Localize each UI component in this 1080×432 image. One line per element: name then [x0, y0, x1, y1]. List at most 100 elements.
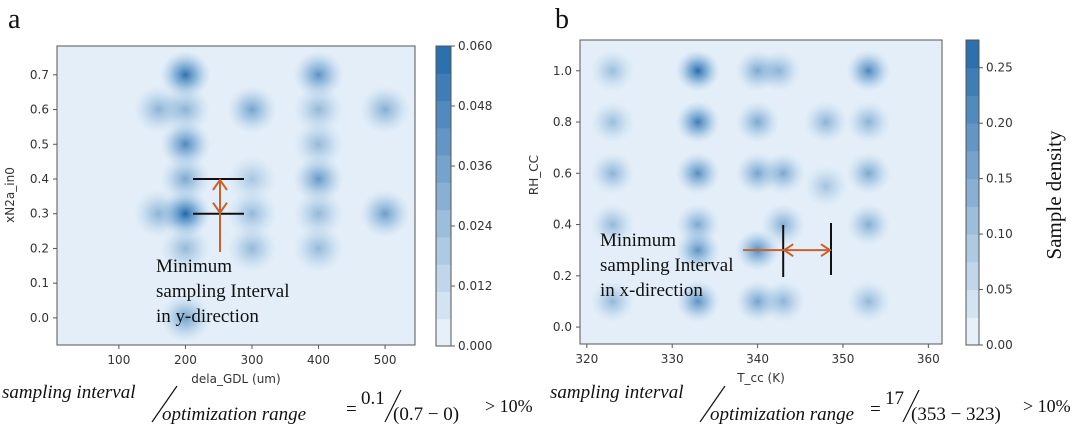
density-blob: [675, 280, 720, 323]
y-tick-label: 0.6: [30, 103, 49, 117]
formula-slash: [384, 389, 402, 423]
density-blob: [803, 165, 848, 208]
colorbar-level: [966, 150, 979, 180]
density-blob: [226, 155, 278, 204]
x-tick-label: 400: [307, 353, 330, 367]
formula-range: (353 − 323): [911, 404, 1001, 425]
density-blob: [735, 101, 780, 144]
colorbar-level: [966, 67, 979, 96]
formula-equals: =: [870, 399, 881, 420]
colorbar-tick-label: 0.25: [986, 61, 1013, 75]
density-blob: [846, 203, 891, 246]
density-blob: [590, 101, 635, 144]
colorbar-level: [966, 317, 979, 346]
formula-denominator: optimization range: [710, 404, 854, 425]
colorbar-level: [436, 46, 451, 74]
colorbar-level: [966, 261, 979, 291]
density-blob: [675, 229, 720, 272]
density-blob: [359, 189, 411, 238]
y-tick-label: 0.2: [553, 269, 572, 283]
formula-slash: [902, 389, 920, 423]
colorbar-level: [966, 123, 979, 152]
annotation-text: Minimum: [156, 256, 232, 277]
colorbar-label: Sample density: [1042, 130, 1066, 259]
arrow-head-left-icon: [782, 243, 794, 258]
colorbar-level: [966, 40, 979, 69]
colorbar-level: [436, 236, 451, 265]
colorbar-tick-label: 0.20: [986, 116, 1013, 130]
colorbar-tick-label: 0.024: [458, 219, 492, 233]
colorbar-level: [436, 155, 451, 183]
panel-label: a: [8, 4, 21, 35]
y-tick-label: 0.4: [30, 172, 49, 186]
y-tick-label: 0.0: [553, 320, 572, 334]
x-tick-label: 100: [107, 353, 130, 367]
density-blob: [675, 152, 720, 195]
plot-frame: [579, 39, 943, 345]
annotation-text: sampling Interval: [156, 281, 290, 302]
density-blob: [761, 280, 806, 323]
y-tick-label: 0.8: [553, 115, 572, 129]
x-tick-label: 350: [832, 352, 855, 366]
annotation-text: sampling Interval: [600, 255, 734, 276]
density-blob: [675, 101, 720, 144]
colorbar-tick-label: 0.00: [986, 338, 1013, 352]
density-blob: [590, 49, 635, 92]
colorbar-level: [436, 182, 451, 211]
y-axis-label: xN2a_in0: [3, 167, 17, 223]
density-blob: [590, 152, 635, 195]
density-blobs: [590, 49, 891, 323]
x-axis-label: T_cc (K): [736, 371, 785, 385]
colorbar-tick-label: 0.036: [458, 159, 492, 173]
colorbar-level: [436, 73, 451, 102]
colorbar-level: [436, 209, 451, 238]
density-blob: [756, 49, 801, 92]
panel-a: a 100 200 300 400 500 0.0 0.1 0.2 0.3 0.4 0.5 0.6 0.7…: [2, 4, 533, 425]
colorbar-frame: [435, 45, 452, 347]
formula-result: > 10%: [485, 396, 533, 416]
formula-range: (0.7 − 0): [393, 404, 459, 425]
density-blob: [675, 49, 720, 92]
panel-label: b: [555, 4, 569, 35]
density-blob: [293, 224, 344, 273]
density-blob: [160, 189, 211, 238]
x-tick-label: 300: [241, 353, 264, 367]
density-blob: [160, 293, 211, 342]
density-blob: [761, 152, 806, 195]
density-blob: [590, 203, 635, 246]
formula-equals: =: [346, 399, 357, 420]
formula: sampling interval optimization range =0.1 (…: [2, 382, 533, 425]
density-blob: [160, 224, 211, 273]
x-axis-label: dela_GDL (um): [191, 372, 280, 386]
arrow-head-up-icon: [212, 178, 228, 191]
y-tick-label: 0.4: [553, 218, 572, 232]
y-tick-label: 0.6: [553, 166, 572, 180]
density-blob: [590, 280, 635, 323]
y-tick-label: 0.7: [30, 68, 49, 82]
arrow-head-right-icon: [820, 243, 832, 258]
formula-numerator: sampling interval: [2, 382, 136, 403]
y-tick-label: 0.5: [30, 137, 49, 151]
density-blob: [846, 101, 891, 144]
density-blob: [846, 280, 891, 323]
density-blob: [160, 85, 211, 134]
annotation-text: Minimum: [600, 230, 676, 251]
density-blob: [293, 155, 344, 204]
density-blob: [293, 120, 344, 169]
density-blob: [226, 189, 278, 238]
formula-denominator: optimization range: [162, 404, 306, 425]
density-blob: [846, 152, 891, 195]
formula-numerator: sampling interval: [550, 382, 684, 403]
colorbar-level: [966, 206, 979, 235]
density-blobs: [133, 50, 411, 342]
formula-slash: [699, 385, 726, 423]
x-tick-label: 200: [174, 353, 197, 367]
formula-slash: [151, 385, 178, 423]
colorbar-level: [436, 318, 451, 347]
annotation-text: in y-direction: [156, 306, 259, 327]
colorbar-tick-label: 0.060: [458, 39, 492, 53]
colorbar-level: [966, 95, 979, 124]
colorbar-level: [436, 291, 451, 320]
formula-result: > 10%: [1023, 396, 1071, 416]
density-blob: [293, 189, 344, 238]
